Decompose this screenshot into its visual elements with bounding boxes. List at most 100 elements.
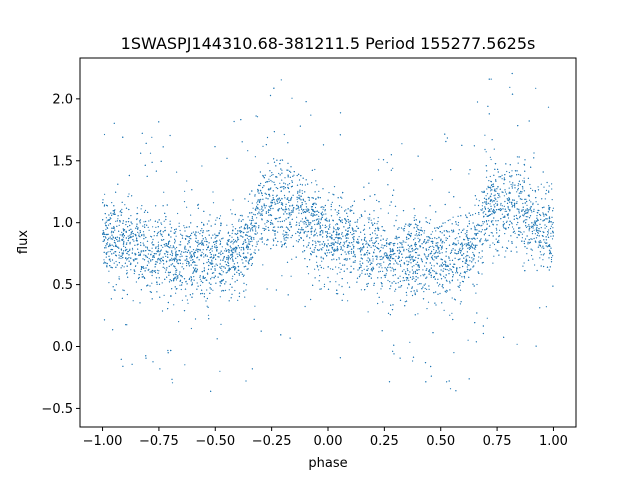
data-point [372, 268, 375, 270]
data-point [490, 205, 492, 207]
data-point [527, 225, 529, 228]
data-point [104, 236, 106, 238]
data-point [481, 273, 483, 275]
data-point [292, 209, 294, 212]
data-point [480, 239, 482, 241]
data-point [313, 251, 315, 253]
data-point [196, 248, 198, 250]
data-point [272, 207, 274, 210]
data-point [482, 261, 484, 264]
data-point [199, 250, 201, 252]
data-point [287, 234, 289, 236]
data-point [128, 217, 130, 220]
data-point [425, 256, 427, 258]
data-point [411, 269, 413, 271]
data-point [290, 210, 293, 212]
data-point [493, 204, 495, 206]
data-point [111, 248, 113, 251]
data-point [539, 244, 542, 246]
data-point [533, 221, 535, 223]
data-point [540, 227, 542, 229]
data-point [517, 187, 520, 190]
data-point [310, 114, 312, 116]
data-point [446, 237, 449, 240]
data-point [155, 226, 157, 228]
data-point [395, 255, 397, 257]
data-point [164, 271, 167, 273]
data-point [428, 271, 431, 273]
data-point [431, 179, 433, 181]
data-point [253, 251, 255, 253]
data-point [423, 291, 425, 293]
data-point [359, 217, 361, 219]
data-point [239, 232, 242, 234]
data-point [314, 247, 316, 249]
data-point [185, 235, 187, 237]
data-point [417, 283, 419, 285]
data-point [285, 218, 287, 220]
data-point [243, 249, 245, 251]
data-point [114, 236, 117, 239]
data-point [298, 209, 300, 211]
data-point [268, 178, 270, 180]
data-point [341, 197, 343, 199]
data-point [371, 239, 373, 242]
data-point [310, 214, 312, 216]
data-point [495, 238, 497, 240]
data-point [283, 230, 285, 232]
data-point [369, 217, 371, 219]
data-point [532, 189, 534, 191]
data-point [139, 231, 141, 233]
data-point [464, 243, 466, 245]
data-point [150, 236, 153, 238]
data-point [533, 208, 535, 210]
data-point [125, 224, 127, 226]
data-point [469, 214, 472, 216]
data-point [393, 344, 395, 346]
data-point [488, 78, 490, 80]
data-point [315, 180, 317, 182]
data-point [451, 271, 453, 273]
data-point [135, 281, 137, 283]
data-point [524, 198, 526, 200]
data-point [280, 241, 282, 243]
data-point [388, 259, 390, 261]
data-point [345, 209, 347, 211]
data-point [459, 267, 461, 269]
data-point [534, 190, 536, 192]
data-point [402, 280, 404, 282]
data-point [147, 226, 149, 228]
data-point [111, 230, 113, 232]
data-point [252, 230, 254, 232]
data-point [251, 202, 253, 204]
data-point [523, 177, 525, 179]
data-point [478, 213, 480, 215]
data-point [194, 251, 196, 254]
data-point [336, 242, 338, 244]
data-point [281, 169, 283, 171]
data-point [436, 244, 438, 246]
data-point [219, 252, 221, 254]
data-point [126, 272, 128, 274]
data-point [159, 259, 161, 261]
data-point [529, 225, 531, 228]
data-point [487, 185, 489, 187]
data-point [415, 233, 418, 235]
data-point [416, 289, 418, 291]
data-point [470, 238, 472, 240]
data-point [533, 229, 535, 231]
data-point [211, 259, 213, 261]
data-point [129, 234, 131, 236]
data-point [130, 263, 132, 265]
data-point [325, 219, 327, 221]
data-point [367, 268, 369, 270]
data-point [537, 189, 540, 191]
data-point [333, 186, 336, 188]
data-point [454, 238, 456, 240]
data-point [530, 187, 532, 189]
data-point [449, 388, 452, 390]
data-point [548, 190, 550, 192]
data-point [175, 270, 177, 272]
data-point [271, 222, 273, 224]
data-point [180, 275, 183, 277]
